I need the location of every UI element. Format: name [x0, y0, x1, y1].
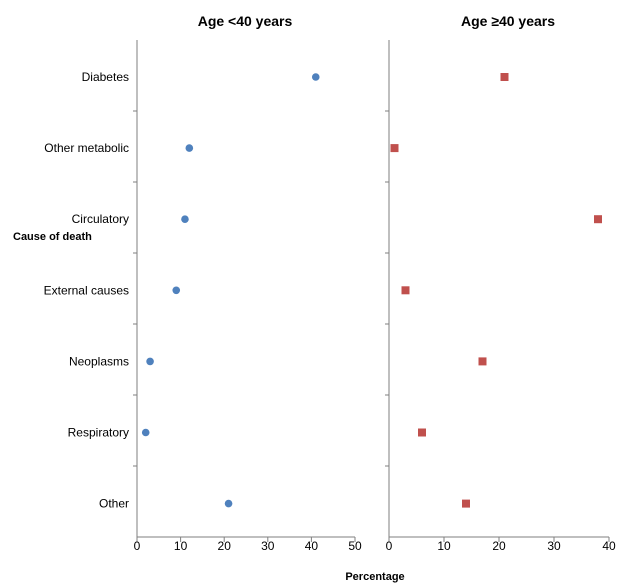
x-tick-label: 20 — [218, 539, 232, 553]
data-point-0-2 — [181, 215, 189, 223]
x-tick-label: 30 — [261, 539, 275, 553]
x-tick-label: 10 — [174, 539, 188, 553]
data-point-1-3 — [401, 286, 410, 295]
category-label: Neoplasms — [69, 354, 129, 368]
data-point-0-4 — [146, 357, 154, 366]
x-tick-label: 0 — [386, 539, 393, 553]
x-tick-label: 40 — [305, 539, 319, 553]
data-point-1-4 — [478, 357, 487, 366]
x-tick-label: 40 — [602, 539, 616, 553]
x-tick-label: 20 — [492, 539, 506, 553]
category-label: Circulatory — [72, 212, 129, 226]
data-point-0-1 — [185, 144, 194, 152]
panel-title: Age <40 years — [198, 13, 293, 29]
panel-title: Age ≥40 years — [461, 13, 555, 29]
data-point-0-3 — [172, 286, 181, 295]
data-point-0-0 — [311, 73, 320, 81]
data-point-0-6 — [224, 499, 233, 508]
x-tick-label: 0 — [134, 539, 141, 553]
data-point-1-5 — [418, 428, 426, 437]
data-point-1-0 — [500, 73, 509, 81]
category-label: Diabetes — [82, 70, 129, 84]
category-label: Respiratory — [68, 426, 129, 440]
category-label: Other metabolic — [44, 141, 129, 155]
data-point-1-6 — [462, 499, 470, 508]
data-point-1-2 — [594, 215, 602, 224]
x-tick-label: 50 — [348, 539, 362, 553]
data-point-1-1 — [390, 144, 399, 153]
category-label: External causes — [44, 283, 129, 297]
x-axis-label: Percentage — [345, 571, 404, 583]
category-label: Other — [99, 497, 129, 511]
x-tick-label: 10 — [437, 539, 451, 553]
data-point-0-5 — [141, 428, 150, 437]
y-axis-label: Cause of death — [13, 231, 92, 243]
x-tick-label: 30 — [547, 539, 561, 553]
